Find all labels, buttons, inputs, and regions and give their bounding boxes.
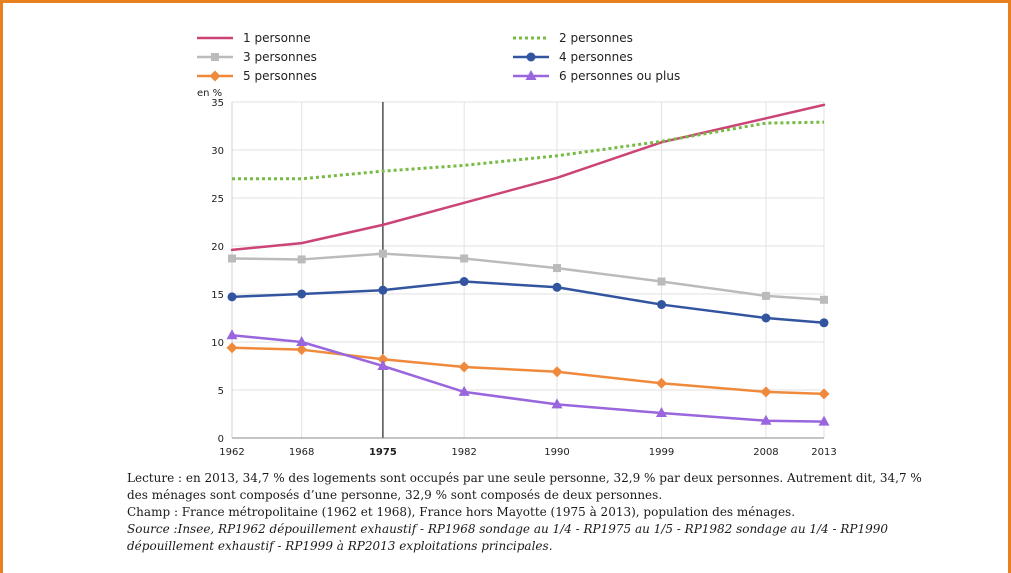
line-chart: 0 5 10 15 20 25 30 35 1962 1968 1975 1982 1990 1999 20…	[197, 31, 837, 458]
legend-item: 5 personnes	[197, 69, 317, 83]
legend-item: 3 personnes	[197, 50, 317, 64]
data-point	[820, 295, 828, 304]
legend: 1 personne 2 personnes 3 personnes 4 person…	[197, 31, 680, 83]
legend-label: 1 personne	[243, 31, 311, 45]
champ-note: Champ : France métropolitaine (1962 et 1…	[127, 505, 796, 519]
series-4-personnes	[227, 277, 829, 328]
data-point	[297, 289, 307, 299]
series-line	[230, 103, 826, 252]
data-point	[761, 291, 770, 300]
data-point	[459, 277, 469, 287]
series-3-personnes	[228, 249, 828, 304]
data-point	[226, 329, 238, 340]
data-point	[296, 336, 308, 346]
x-tick-label: 1982	[451, 447, 476, 458]
series-6-personnes-ou-plus	[226, 329, 830, 426]
data-point	[378, 249, 387, 258]
data-point	[819, 318, 829, 328]
data-point	[377, 353, 389, 365]
data-point	[226, 342, 238, 354]
data-point	[553, 264, 562, 273]
data-point	[296, 344, 308, 356]
series-lines	[226, 103, 830, 426]
data-point	[760, 386, 772, 398]
data-point	[818, 415, 830, 426]
source-note: Source :Insee, RP1962 dépouillement exha…	[127, 522, 889, 553]
data-point	[460, 254, 469, 263]
legend-marker	[211, 53, 219, 61]
x-tick-label: 1990	[544, 447, 569, 458]
legend-marker	[209, 70, 221, 82]
data-point	[551, 366, 563, 378]
series-line	[230, 252, 826, 302]
data-point	[458, 361, 470, 373]
series-5-personnes	[226, 342, 830, 400]
axes: 0 5 10 15 20 25 30 35 1962 1968 1975 1982 1990 1999 20…	[197, 88, 837, 458]
data-point	[657, 277, 666, 286]
x-tick-label: 1999	[649, 447, 674, 458]
data-point	[458, 385, 470, 396]
legend-item: 6 personnes ou plus	[513, 69, 680, 83]
chart-notes: Lecture : en 2013, 34,7 % des logements …	[127, 470, 937, 555]
legend-marker	[525, 70, 537, 80]
data-point	[378, 285, 388, 295]
y-tick-label: 10	[211, 338, 224, 349]
legend-label: 5 personnes	[243, 69, 317, 83]
data-point	[228, 254, 236, 263]
grid	[231, 101, 825, 439]
data-point	[227, 292, 237, 302]
x-tick-label: 2008	[753, 447, 778, 458]
x-tick-label: 1975	[369, 447, 397, 458]
y-tick-label: 35	[211, 98, 224, 109]
x-tick-label: 1962	[219, 447, 244, 458]
y-unit-label: en %	[197, 88, 222, 99]
data-point	[760, 414, 772, 425]
legend-label: 4 personnes	[559, 50, 633, 64]
series-line	[230, 334, 826, 423]
legend-marker	[526, 52, 536, 62]
data-point	[297, 255, 306, 264]
y-tick-label: 30	[211, 146, 224, 157]
x-tick-label: 2013	[811, 447, 836, 458]
y-tick-label: 5	[218, 386, 224, 397]
y-tick-label: 15	[211, 290, 224, 301]
x-tick-label: 1968	[289, 447, 314, 458]
data-point	[818, 388, 830, 400]
y-tick-label: 25	[211, 194, 224, 205]
series-1-personne	[230, 103, 826, 252]
series-line	[230, 280, 826, 325]
series-line	[230, 346, 826, 396]
y-tick-label: 0	[218, 434, 224, 445]
data-point	[761, 313, 771, 323]
lecture-note: Lecture : en 2013, 34,7 % des logements …	[127, 471, 922, 502]
legend-item: 2 personnes	[513, 31, 633, 45]
legend-label: 3 personnes	[243, 50, 317, 64]
data-point	[551, 398, 563, 409]
legend-label: 2 personnes	[559, 31, 633, 45]
data-point	[656, 300, 666, 310]
legend-label: 6 personnes ou plus	[559, 69, 680, 83]
legend-item: 1 personne	[197, 31, 311, 45]
data-point	[552, 282, 562, 292]
data-point	[377, 360, 389, 370]
legend-item: 4 personnes	[513, 50, 633, 64]
data-point	[655, 377, 667, 389]
data-point	[655, 407, 667, 418]
y-tick-label: 20	[211, 242, 224, 253]
